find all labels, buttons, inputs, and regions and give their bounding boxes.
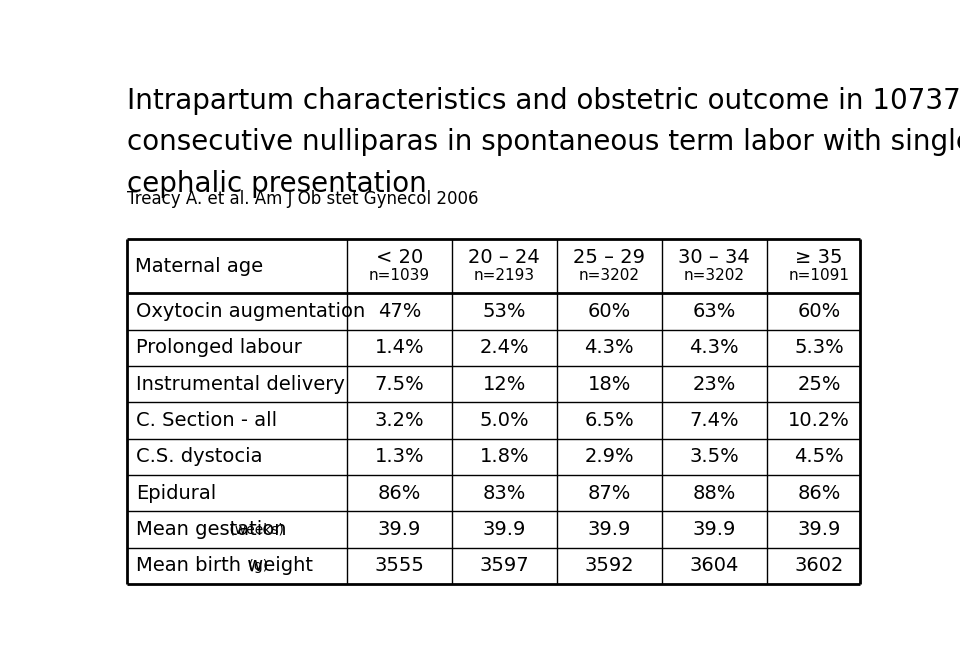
Text: 39.9: 39.9: [483, 520, 526, 539]
Text: 10.2%: 10.2%: [788, 411, 850, 430]
Text: 1.8%: 1.8%: [479, 447, 529, 467]
Text: 4.3%: 4.3%: [585, 338, 634, 357]
Text: Instrumental delivery: Instrumental delivery: [136, 375, 346, 393]
Text: 3597: 3597: [479, 556, 529, 575]
Text: Prolonged labour: Prolonged labour: [136, 338, 302, 357]
Text: 3.5%: 3.5%: [689, 447, 739, 467]
Text: < 20: < 20: [375, 248, 423, 267]
Text: Intrapartum characteristics and obstetric outcome in 10737: Intrapartum characteristics and obstetri…: [128, 87, 960, 115]
Text: 88%: 88%: [692, 484, 735, 503]
Text: 53%: 53%: [483, 302, 526, 321]
Text: 39.9: 39.9: [588, 520, 631, 539]
Text: 5.3%: 5.3%: [794, 338, 844, 357]
Text: 3555: 3555: [374, 556, 424, 575]
Text: 39.9: 39.9: [377, 520, 421, 539]
Text: 86%: 86%: [798, 484, 841, 503]
Text: 87%: 87%: [588, 484, 631, 503]
Text: Oxytocin augmentation: Oxytocin augmentation: [136, 302, 366, 321]
Text: Mean gestation: Mean gestation: [136, 520, 287, 539]
Text: 86%: 86%: [377, 484, 421, 503]
Text: 18%: 18%: [588, 375, 631, 393]
Text: Maternal age: Maternal age: [134, 256, 263, 275]
Text: cephalic presentation: cephalic presentation: [128, 170, 427, 198]
Text: Mean birth weight: Mean birth weight: [136, 556, 313, 575]
Text: 1.3%: 1.3%: [374, 447, 424, 467]
Text: (weeks): (weeks): [226, 523, 284, 536]
Text: n=2193: n=2193: [473, 268, 535, 283]
Text: 63%: 63%: [692, 302, 735, 321]
Text: n=1091: n=1091: [788, 268, 850, 283]
Text: ≥ 35: ≥ 35: [795, 248, 843, 267]
Text: 23%: 23%: [692, 375, 735, 393]
Text: 3592: 3592: [585, 556, 634, 575]
Text: 3.2%: 3.2%: [374, 411, 424, 430]
Text: 2.9%: 2.9%: [585, 447, 634, 467]
Text: Epidural: Epidural: [136, 484, 217, 503]
Text: C. Section - all: C. Section - all: [136, 411, 277, 430]
Text: (g): (g): [245, 559, 269, 573]
Text: 83%: 83%: [483, 484, 526, 503]
Text: 47%: 47%: [377, 302, 421, 321]
Text: 1.4%: 1.4%: [374, 338, 424, 357]
Text: 25%: 25%: [797, 375, 841, 393]
Text: Treacy A. et al. Am J Ob stet Gynecol 2006: Treacy A. et al. Am J Ob stet Gynecol 20…: [128, 190, 479, 208]
Text: 4.3%: 4.3%: [689, 338, 739, 357]
Text: n=3202: n=3202: [684, 268, 745, 283]
Text: 39.9: 39.9: [692, 520, 735, 539]
Text: C.S. dystocia: C.S. dystocia: [136, 447, 263, 467]
Text: 6.5%: 6.5%: [585, 411, 634, 430]
Text: n=1039: n=1039: [369, 268, 430, 283]
Text: n=3202: n=3202: [579, 268, 639, 283]
Text: 5.0%: 5.0%: [479, 411, 529, 430]
Text: 3604: 3604: [689, 556, 739, 575]
Text: 7.5%: 7.5%: [374, 375, 424, 393]
Text: 39.9: 39.9: [798, 520, 841, 539]
Text: 60%: 60%: [798, 302, 841, 321]
Text: 20 – 24: 20 – 24: [468, 248, 540, 267]
Text: 25 – 29: 25 – 29: [573, 248, 645, 267]
Text: 60%: 60%: [588, 302, 631, 321]
Text: 12%: 12%: [483, 375, 526, 393]
Text: 4.5%: 4.5%: [794, 447, 844, 467]
Text: 3602: 3602: [794, 556, 844, 575]
Text: consecutive nulliparas in spontaneous term labor with singleton: consecutive nulliparas in spontaneous te…: [128, 129, 960, 156]
Text: 2.4%: 2.4%: [479, 338, 529, 357]
Text: 30 – 34: 30 – 34: [678, 248, 750, 267]
Text: 7.4%: 7.4%: [689, 411, 739, 430]
